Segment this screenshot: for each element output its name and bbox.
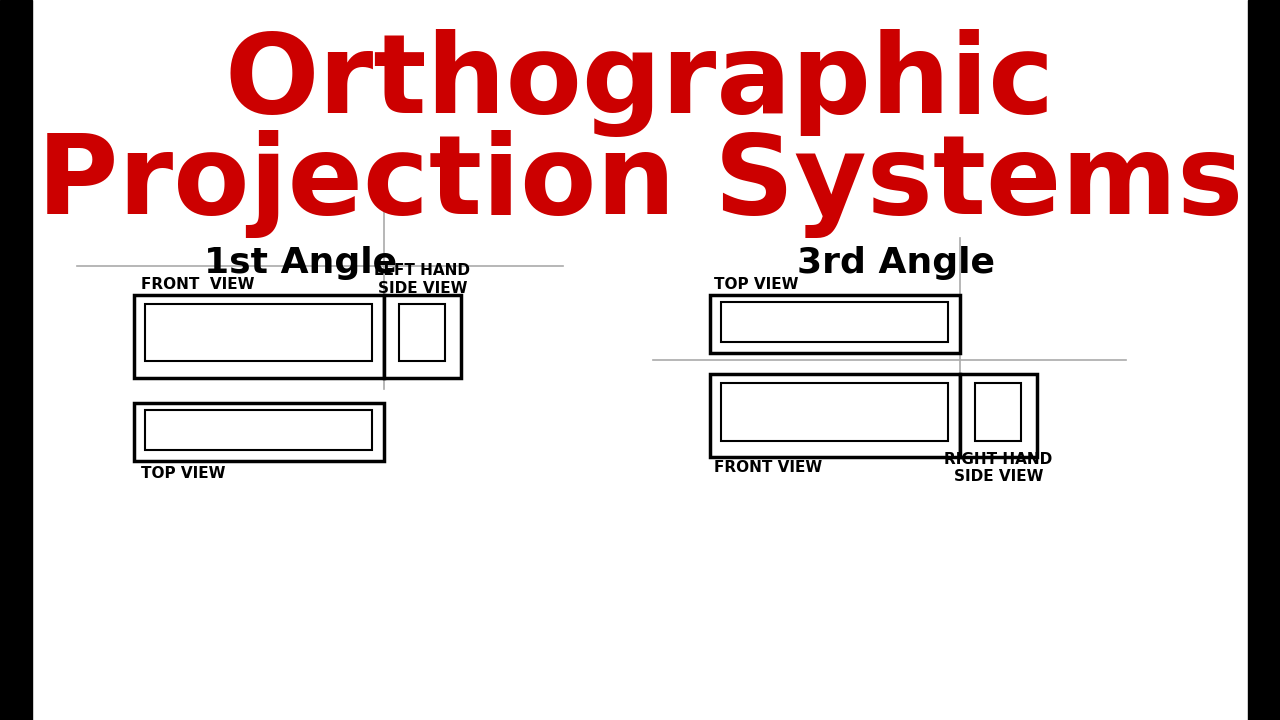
Bar xyxy=(975,383,1021,441)
Text: Orthographic: Orthographic xyxy=(225,29,1055,137)
Text: TOP VIEW: TOP VIEW xyxy=(141,467,225,481)
Bar xyxy=(145,410,372,450)
Bar xyxy=(0,0,32,720)
Bar xyxy=(384,295,461,378)
Text: TOP VIEW: TOP VIEW xyxy=(714,277,799,292)
Text: RIGHT HAND
SIDE VIEW: RIGHT HAND SIDE VIEW xyxy=(945,452,1052,484)
Bar xyxy=(710,295,960,353)
Text: Projection Systems: Projection Systems xyxy=(37,130,1243,238)
Text: FRONT VIEW: FRONT VIEW xyxy=(714,461,823,475)
Bar xyxy=(721,302,948,342)
Bar xyxy=(1248,0,1280,720)
Bar xyxy=(145,304,372,361)
Bar xyxy=(960,374,1037,457)
Text: 1st Angle: 1st Angle xyxy=(205,246,397,280)
Bar xyxy=(399,304,445,361)
Bar xyxy=(721,383,948,441)
Bar xyxy=(710,374,960,457)
Text: 3rd Angle: 3rd Angle xyxy=(797,246,995,280)
Bar xyxy=(134,403,384,461)
Bar xyxy=(134,295,384,378)
Text: LEFT HAND
SIDE VIEW: LEFT HAND SIDE VIEW xyxy=(375,264,471,295)
Text: FRONT  VIEW: FRONT VIEW xyxy=(141,277,255,292)
